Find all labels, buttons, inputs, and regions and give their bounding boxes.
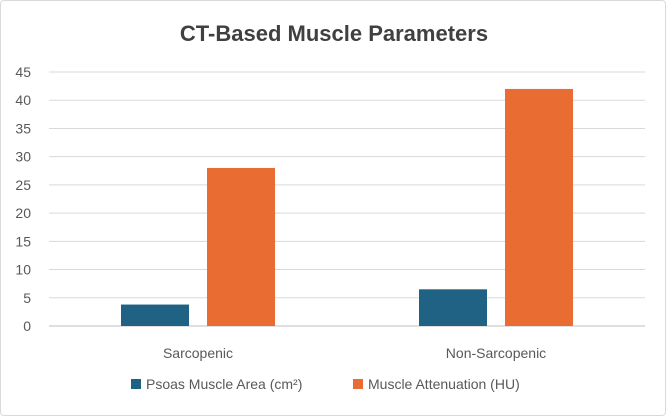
legend-label: Muscle Attenuation (HU)	[368, 376, 520, 392]
x-axis-categories: Sarcopenic Non-Sarcopenic	[163, 345, 546, 361]
y-tick-label: 30	[15, 149, 31, 165]
bars	[121, 88, 573, 326]
y-tick-label: 15	[15, 233, 31, 249]
chart-title: CT-Based Muscle Parameters	[180, 21, 488, 46]
x-category-label: Sarcopenic	[163, 345, 233, 361]
legend: Psoas Muscle Area (cm²) Muscle Attenuatio…	[131, 376, 520, 392]
x-category-label: Non-Sarcopenic	[446, 345, 546, 361]
y-tick-label: 20	[15, 205, 31, 221]
y-tick-label: 0	[23, 318, 31, 334]
gridlines	[49, 71, 645, 327]
y-tick-label: 25	[15, 177, 31, 193]
y-tick-label: 10	[15, 262, 31, 278]
legend-swatch	[131, 379, 141, 389]
y-axis-ticks: 0 5 10 15 20 25 30 35 40 45	[15, 64, 31, 334]
bar-non-sarcopenic-series-1	[419, 289, 487, 326]
legend-label: Psoas Muscle Area (cm²)	[146, 376, 302, 392]
y-tick-label: 5	[23, 290, 31, 306]
y-tick-label: 40	[15, 92, 31, 108]
legend-swatch	[353, 379, 363, 389]
y-tick-label: 45	[15, 64, 31, 80]
bar-sarcopenic-series-2	[207, 167, 275, 326]
bar-sarcopenic-series-1	[121, 304, 189, 326]
y-tick-label: 35	[15, 120, 31, 136]
bar-non-sarcopenic-series-2	[505, 88, 573, 326]
